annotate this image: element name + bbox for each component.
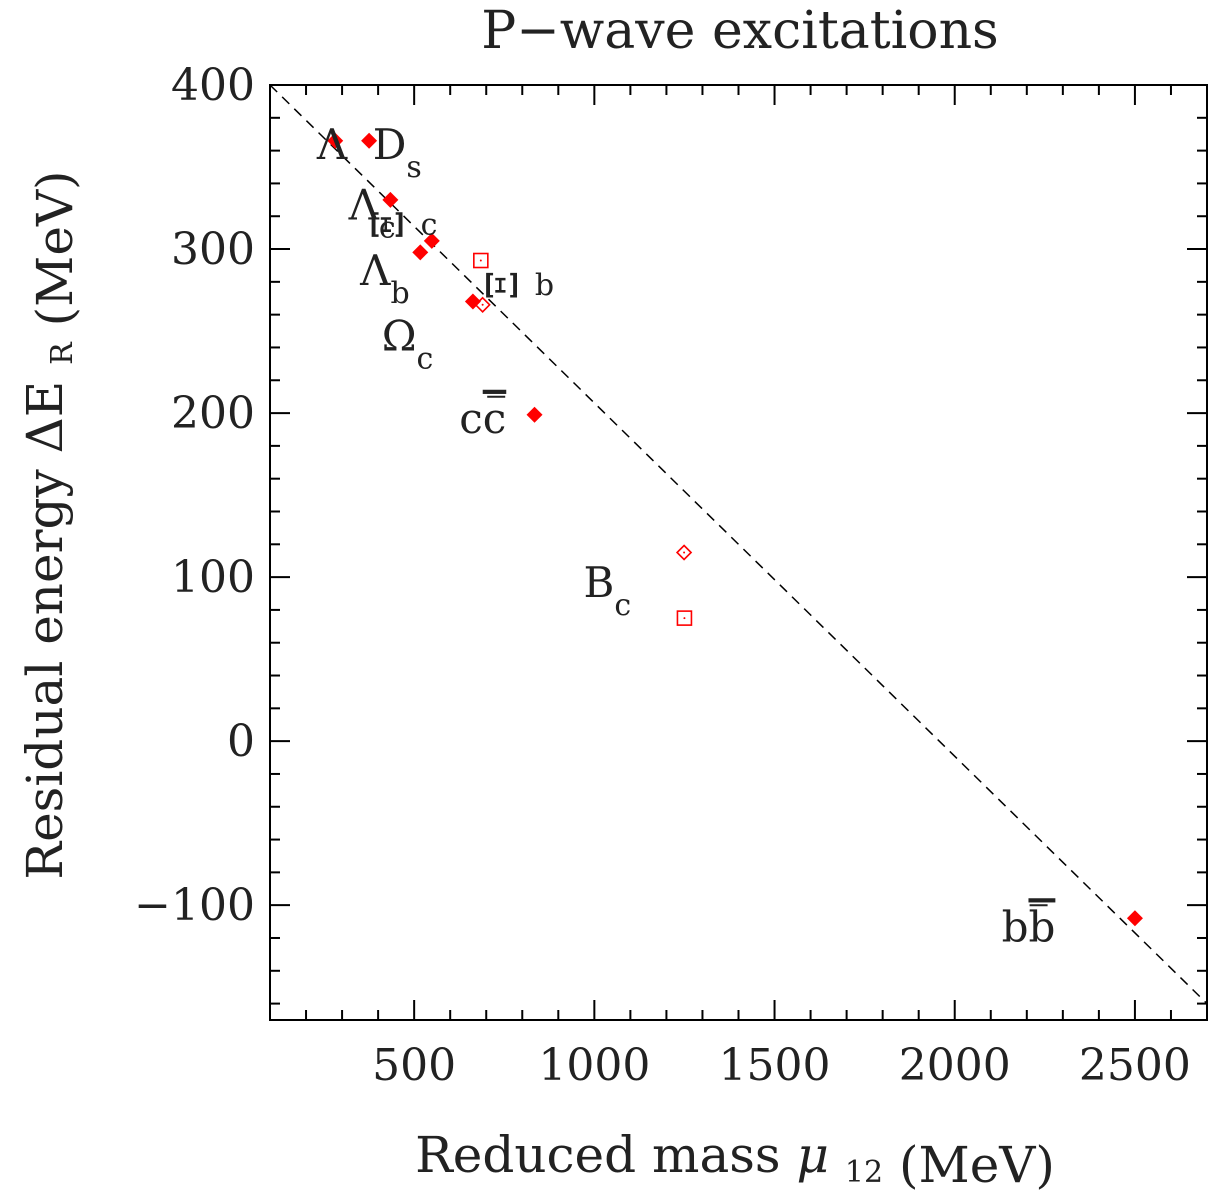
annotation-ccbar: cc <box>459 394 506 443</box>
data-markers <box>327 132 1143 927</box>
data-point-center-dot <box>481 303 484 306</box>
data-point-center-dot <box>683 617 686 620</box>
x-axis-label-unit: (MeV) <box>899 1136 1055 1190</box>
y-tick-label: −100 <box>134 880 255 931</box>
data-point-open-diamond <box>474 296 491 313</box>
data-point-filled-diamond <box>382 191 399 208</box>
data-point-open-square <box>676 610 693 626</box>
y-axis-label-sub: R <box>45 341 80 365</box>
fit-line <box>269 84 1208 1005</box>
y-axis-label: Residual energy ΔE R (MeV) <box>16 170 84 879</box>
x-tick-label: 1500 <box>719 1040 831 1091</box>
annotation-bbbar: bb <box>1002 902 1056 951</box>
x-axis-label-sub: 12 <box>845 1155 883 1190</box>
annotation-text: Ξ <box>478 270 527 300</box>
y-tick-label: 400 <box>171 60 255 111</box>
y-tick-label: 0 <box>227 716 255 767</box>
axis-ticks <box>270 84 1208 1020</box>
annotation-lambda-b: Λb <box>359 246 410 311</box>
data-point-center-dot <box>683 551 686 554</box>
annotation-lambda: Λ <box>316 120 348 169</box>
annotation-omega-c: Ωc <box>382 312 434 377</box>
annotation-bc: Bc <box>584 558 632 623</box>
x-tick-label: 2500 <box>1079 1040 1191 1091</box>
data-point-filled-diamond <box>526 406 543 423</box>
data-point-filled-diamond <box>327 132 344 149</box>
annotation-lambda-c: Λc <box>348 181 396 246</box>
x-axis-label-text: Reduced mass <box>415 1126 780 1184</box>
x-tick-label: 1000 <box>538 1040 650 1091</box>
annotation-text: Ξ <box>364 210 413 240</box>
x-axis-label: Reduced mass μ 12 (MeV) <box>415 1126 1055 1190</box>
x-tick-label: 2000 <box>899 1040 1011 1091</box>
x-tick-label: 500 <box>372 1040 456 1091</box>
data-point-filled-diamond <box>412 244 429 261</box>
annotation-sub: c <box>421 207 438 242</box>
data-point-open-diamond <box>675 544 693 561</box>
data-point-filled-diamond <box>423 232 440 249</box>
data-point-filled-diamond <box>1126 910 1143 927</box>
chart-title: P−wave excitations <box>481 1 999 61</box>
y-axis-label-unit: (MeV) <box>26 170 84 326</box>
y-tick-label: 100 <box>171 552 255 603</box>
data-point-open-square <box>473 252 489 269</box>
data-point-filled-diamond <box>361 132 378 149</box>
y-axis-label-text: Residual energy ΔE <box>16 381 74 880</box>
data-point-center-dot <box>479 259 482 262</box>
y-tick-label: 200 <box>171 388 255 439</box>
annotation-sub: b <box>535 268 554 303</box>
annotation-ds: Ds <box>373 120 422 185</box>
y-tick-label: 300 <box>171 224 255 275</box>
x-axis-label-symbol: μ <box>796 1126 829 1184</box>
